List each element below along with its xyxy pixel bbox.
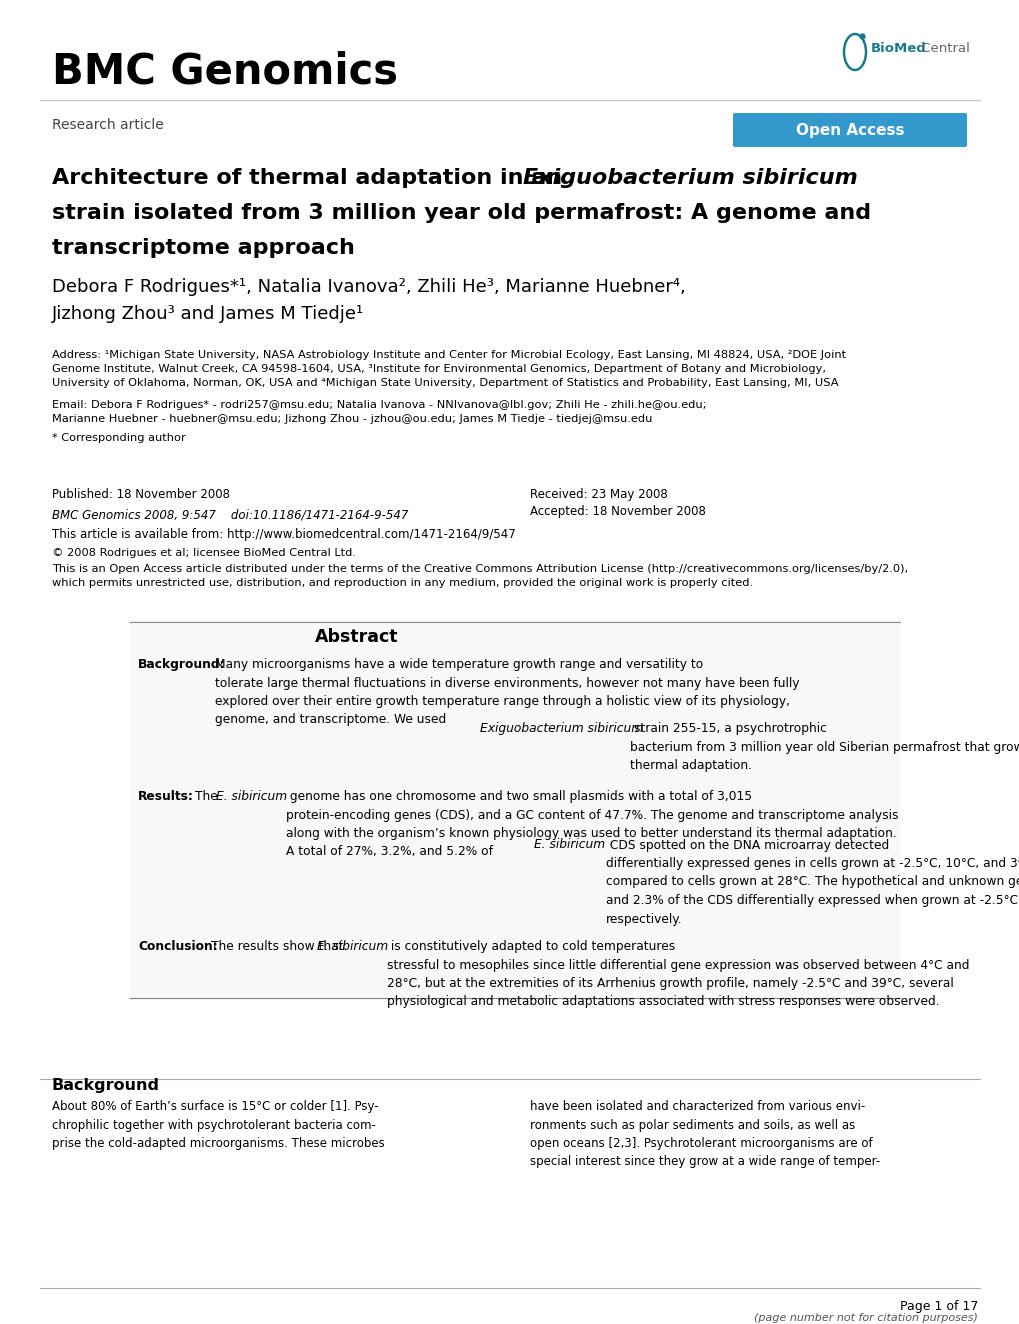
- Text: BioMed: BioMed: [870, 41, 926, 54]
- Text: Architecture of thermal adaptation in an: Architecture of thermal adaptation in an: [52, 168, 570, 188]
- Text: Debora F Rodrigues*¹, Natalia Ivanova², Zhili He³, Marianne Huebner⁴,: Debora F Rodrigues*¹, Natalia Ivanova², …: [52, 278, 685, 297]
- Text: Address: ¹Michigan State University, NASA Astrobiology Institute and Center for : Address: ¹Michigan State University, NAS…: [52, 350, 846, 388]
- Text: Email: Debora F Rodrigues* - rodri257@msu.edu; Natalia Ivanova - NNIvanova@lbl.g: Email: Debora F Rodrigues* - rodri257@ms…: [52, 400, 706, 424]
- Text: The results show that: The results show that: [211, 940, 347, 953]
- Text: Page 1 of 17: Page 1 of 17: [899, 1300, 977, 1313]
- Text: Background:: Background:: [138, 658, 225, 671]
- Text: Abstract: Abstract: [315, 628, 398, 646]
- Text: Published: 18 November 2008: Published: 18 November 2008: [52, 489, 229, 500]
- Text: Received: 23 May 2008: Received: 23 May 2008: [530, 489, 667, 500]
- Text: Jizhong Zhou³ and James M Tiedje¹: Jizhong Zhou³ and James M Tiedje¹: [52, 305, 364, 323]
- Text: Accepted: 18 November 2008: Accepted: 18 November 2008: [530, 504, 705, 518]
- Text: The: The: [195, 790, 221, 802]
- Text: Many microorganisms have a wide temperature growth range and versatility to
tole: Many microorganisms have a wide temperat…: [215, 658, 799, 727]
- Text: Exiguobacterium sibiricum: Exiguobacterium sibiricum: [480, 722, 643, 735]
- Text: BMC Genomics: BMC Genomics: [52, 52, 397, 93]
- Text: genome has one chromosome and two small plasmids with a total of 3,015
protein-e: genome has one chromosome and two small …: [285, 790, 898, 858]
- Text: transcriptome approach: transcriptome approach: [52, 238, 355, 258]
- FancyBboxPatch shape: [129, 620, 899, 1000]
- Text: Background: Background: [52, 1078, 160, 1094]
- Text: CDS spotted on the DNA microarray detected
differentially expressed genes in cel: CDS spotted on the DNA microarray detect…: [605, 838, 1019, 925]
- Text: Exiguobacterium sibiricum: Exiguobacterium sibiricum: [523, 168, 857, 188]
- Text: BMC Genomics 2008, 9:547    doi:10.1186/1471-2164-9-547: BMC Genomics 2008, 9:547 doi:10.1186/147…: [52, 508, 408, 522]
- Text: This article is available from: http://www.biomedcentral.com/1471-2164/9/547: This article is available from: http://w…: [52, 528, 516, 542]
- Text: E. sibiricum: E. sibiricum: [534, 838, 604, 851]
- Text: © 2008 Rodrigues et al; licensee BioMed Central Ltd.: © 2008 Rodrigues et al; licensee BioMed …: [52, 548, 356, 557]
- Text: Open Access: Open Access: [795, 123, 904, 138]
- Text: This is an Open Access article distributed under the terms of the Creative Commo: This is an Open Access article distribut…: [52, 564, 907, 588]
- Text: have been isolated and characterized from various envi-
ronments such as polar s: have been isolated and characterized fro…: [530, 1100, 879, 1169]
- Text: Conclusion:: Conclusion:: [138, 940, 217, 953]
- Text: About 80% of Earth’s surface is 15°C or colder [1]. Psy-
chrophilic together wit: About 80% of Earth’s surface is 15°C or …: [52, 1100, 384, 1151]
- Text: Research article: Research article: [52, 118, 164, 132]
- Text: E. sibiricum: E. sibiricum: [216, 790, 286, 802]
- Text: strain isolated from 3 million year old permafrost: A genome and: strain isolated from 3 million year old …: [52, 203, 870, 222]
- Text: Central: Central: [916, 41, 969, 54]
- FancyBboxPatch shape: [733, 113, 966, 147]
- Text: * Corresponding author: * Corresponding author: [52, 433, 185, 444]
- Text: Results:: Results:: [138, 790, 194, 802]
- Text: strain 255-15, a psychrotrophic
bacterium from 3 million year old Siberian perma: strain 255-15, a psychrotrophic bacteriu…: [630, 722, 1019, 772]
- Text: (page number not for citation purposes): (page number not for citation purposes): [753, 1313, 977, 1323]
- Text: E. sibiricum: E. sibiricum: [317, 940, 388, 953]
- Text: is constitutively adapted to cold temperatures
stressful to mesophiles since lit: is constitutively adapted to cold temper…: [386, 940, 968, 1009]
